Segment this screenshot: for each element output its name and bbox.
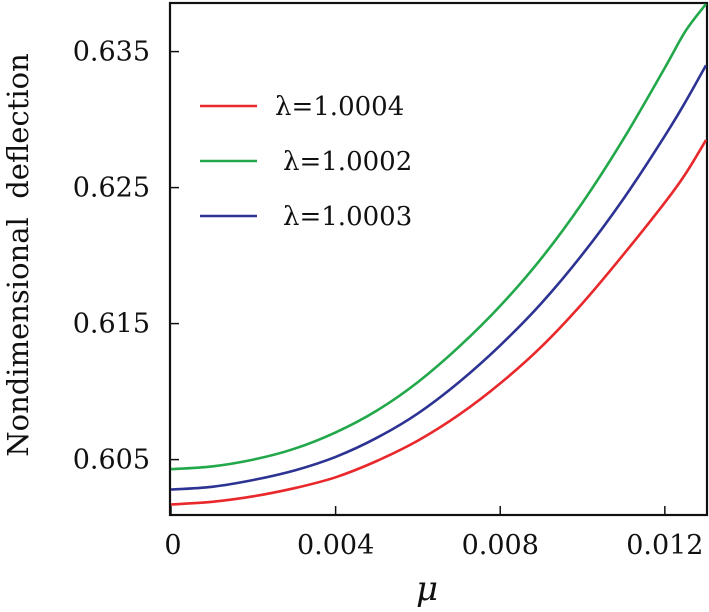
x-tick-label: 0.012 [626, 530, 703, 561]
legend-label: λ=1.0003 [283, 202, 412, 232]
plot-frame [168, 1, 709, 517]
series-line [170, 3, 708, 471]
y-tick-label: 0.615 [73, 309, 150, 340]
x-axis-label: μ [416, 569, 438, 609]
x-tick-label: 0.008 [462, 530, 539, 561]
legend-label: λ=1.0004 [275, 92, 404, 122]
legend: λ=1.0004 λ=1.0002 λ=1.0003 [200, 92, 412, 232]
series-curves [170, 3, 708, 506]
y-tick-label: 0.625 [73, 173, 150, 204]
x-axis-ticks: 0 0.004 0.008 0.012 [164, 506, 703, 561]
series-line [170, 64, 708, 491]
legend-label: λ=1.0002 [283, 147, 412, 177]
series-line [170, 139, 708, 506]
x-tick-label: 0 [164, 530, 181, 561]
y-axis-label: Nondimensional deflection [1, 53, 35, 457]
y-tick-label: 0.635 [73, 37, 150, 68]
y-tick-label: 0.605 [73, 445, 150, 476]
x-tick-label: 0.004 [297, 530, 374, 561]
y-axis-ticks: 0.605 0.615 0.625 0.635 [73, 37, 179, 476]
